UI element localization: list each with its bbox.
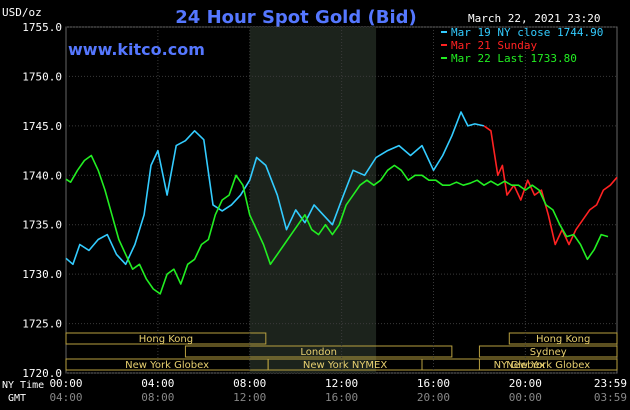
x-tick-label-gmt: 04:00: [49, 391, 82, 404]
session-box: [65, 332, 267, 345]
legend-entry: Mar 21 Sunday: [451, 39, 537, 52]
site-watermark: www.kitco.com: [68, 40, 205, 59]
session-label: London: [300, 347, 337, 358]
x-tick-label-ny: 08:00: [233, 377, 266, 390]
x-tick-label-gmt: 12:00: [233, 391, 266, 404]
y-tick-label: 1720.0: [22, 367, 62, 380]
axes: 1755.0 1750.0 1745.0 1740.0 1735.0 1730.0 1725…: [22, 21, 627, 404]
session-label: New York Globex: [506, 360, 590, 371]
x-tick-label-gmt: 03:59: [594, 391, 627, 404]
x-tick-label-ny: 12:00: [325, 377, 358, 390]
x-tick-label-gmt: 16:00: [325, 391, 358, 404]
x-tick-label-ny: 23:59: [594, 377, 627, 390]
session-box: [508, 332, 618, 345]
x-tick-label-ny: 00:00: [49, 377, 82, 390]
x-tick-label-ny: 04:00: [141, 377, 174, 390]
y-tick-label: 1755.0: [22, 21, 62, 34]
series-line: [65, 154, 609, 295]
series-line: [483, 125, 618, 246]
y-tick-label: 1745.0: [22, 120, 62, 133]
chart-date: March 22, 2021 23:20: [468, 12, 600, 25]
session-box: [184, 345, 453, 358]
y-tick-label: 1740.0: [22, 169, 62, 182]
session-box: [478, 345, 618, 358]
session-label: New York NYMEX: [303, 360, 388, 371]
y-tick-label: 1730.0: [22, 268, 62, 281]
series-line: [65, 111, 485, 266]
chart-title: 24 Hour Spot Gold (Bid): [175, 7, 416, 28]
y-tick-label: 1750.0: [22, 70, 62, 83]
session-label: NY Globex: [494, 360, 546, 371]
x-tick-label-ny: 16:00: [417, 377, 450, 390]
ny-time-label: NY Time: [2, 380, 44, 391]
y-tick-label: 1725.0: [22, 318, 62, 331]
session-label: Hong Kong: [139, 334, 193, 345]
x-tick-label-gmt: 08:00: [141, 391, 174, 404]
units-label: USD/oz: [2, 6, 42, 19]
y-tick-label: 1735.0: [22, 219, 62, 232]
session-label: Sydney: [530, 347, 567, 358]
session-label: New York Globex: [125, 360, 209, 371]
series-lines: [65, 111, 618, 295]
legend-entry: Mar 22 Last 1733.80: [451, 52, 577, 65]
x-tick-label-gmt: 20:00: [417, 391, 450, 404]
x-tick-label-gmt: 00:00: [509, 391, 542, 404]
market-sessions: Hong Kong London New York Globex New York N…: [65, 332, 618, 371]
gmt-label: GMT: [8, 393, 26, 404]
x-tick-label-ny: 20:00: [509, 377, 542, 390]
nymex-session-shading: [249, 27, 377, 373]
session-box: [478, 358, 618, 371]
legend-entry: Mar 19 NY close 1744.90: [451, 26, 603, 39]
session-label: Hong Kong: [536, 334, 590, 345]
